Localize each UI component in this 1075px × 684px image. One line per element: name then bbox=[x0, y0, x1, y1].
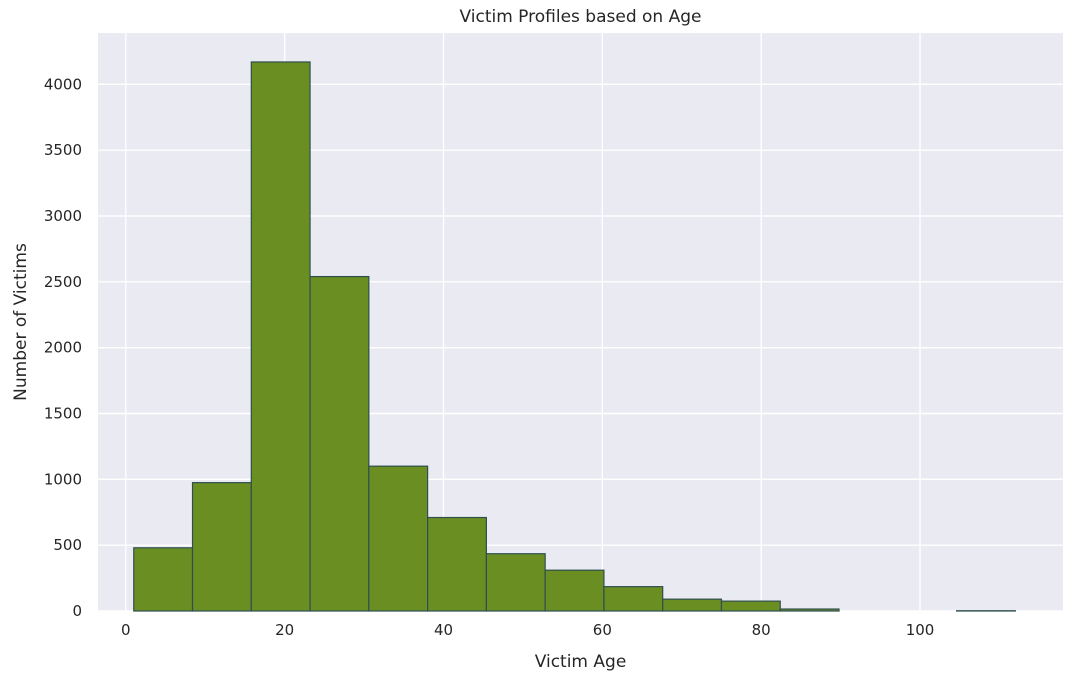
histogram-bar bbox=[721, 601, 780, 611]
histogram-bar bbox=[663, 599, 722, 611]
x-tick-label: 0 bbox=[121, 621, 131, 639]
x-tick-labels: 0 20 40 60 80 100 bbox=[121, 621, 934, 639]
y-tick-label: 2000 bbox=[44, 339, 82, 357]
x-tick-label: 60 bbox=[593, 621, 612, 639]
y-tick-label: 3500 bbox=[44, 141, 82, 159]
histogram-bar bbox=[369, 466, 428, 611]
y-tick-labels: 0 500 1000 1500 2000 2500 3000 3500 4000 bbox=[44, 75, 82, 620]
y-tick-label: 2500 bbox=[44, 273, 82, 291]
y-axis-label: Number of Victims bbox=[11, 243, 31, 401]
y-tick-label: 500 bbox=[53, 536, 82, 554]
y-tick-label: 0 bbox=[72, 602, 82, 620]
histogram-bar bbox=[780, 609, 839, 611]
y-tick-label: 1500 bbox=[44, 405, 82, 423]
x-tick-label: 80 bbox=[752, 621, 771, 639]
x-tick-label: 20 bbox=[275, 621, 294, 639]
histogram-bar bbox=[134, 548, 193, 611]
chart-title: Victim Profiles based on Age bbox=[460, 7, 702, 27]
histogram-bar bbox=[604, 587, 663, 611]
y-tick-label: 4000 bbox=[44, 75, 82, 93]
x-tick-label: 40 bbox=[434, 621, 453, 639]
histogram-bar bbox=[193, 483, 252, 611]
histogram-bar bbox=[428, 518, 487, 611]
y-tick-label: 3000 bbox=[44, 207, 82, 225]
x-tick-label: 100 bbox=[906, 621, 935, 639]
histogram-bar bbox=[545, 570, 604, 611]
histogram-bar bbox=[251, 62, 310, 611]
x-axis-label: Victim Age bbox=[535, 652, 627, 672]
y-tick-label: 1000 bbox=[44, 470, 82, 488]
histogram-bar bbox=[310, 277, 369, 611]
histogram-bar bbox=[486, 554, 545, 611]
